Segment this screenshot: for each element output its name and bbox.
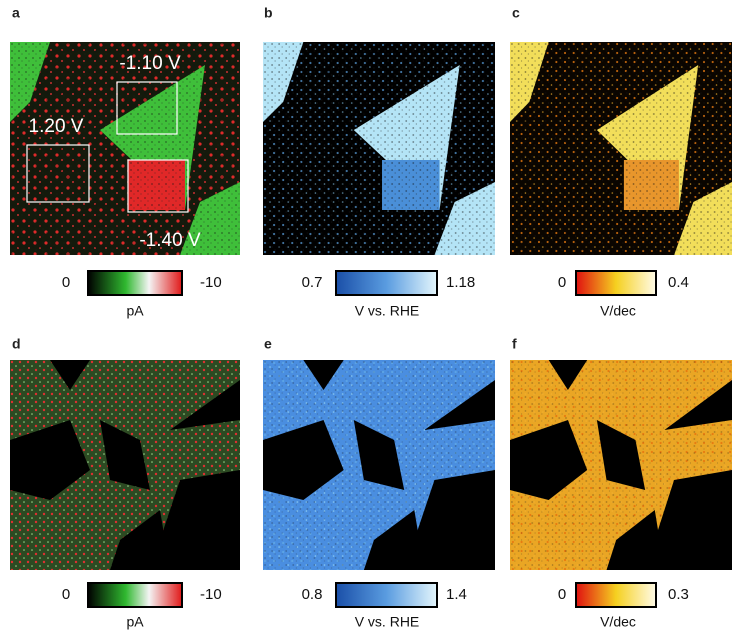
panel-label: e (264, 336, 272, 352)
panel-label: f (512, 336, 517, 352)
colorbar (576, 271, 656, 295)
colorbar-max: 1.18 (446, 274, 475, 291)
colorbar (336, 583, 437, 607)
colorbar-unit: V/dec (600, 614, 636, 630)
annotation: -1.10 V (119, 53, 181, 74)
colorbar-unit: pA (126, 303, 144, 319)
panel-label: a (12, 5, 20, 21)
panel-label: d (12, 336, 21, 352)
colorbar-unit: V/dec (600, 303, 636, 319)
colorbar-min: 0.8 (302, 586, 323, 603)
panel-label: c (512, 5, 520, 21)
colorbar-max: -10 (200, 274, 222, 291)
colorbar (336, 271, 437, 295)
panel-label: b (264, 5, 273, 21)
colorbar-max: 0.3 (668, 586, 689, 603)
colorbar-min: 0.7 (302, 274, 323, 291)
colorbar-min: 0 (558, 586, 566, 603)
colorbar (88, 583, 182, 607)
figure: a -1.10 V 1.20 V -1.40 V b c d e f 0 -10… (0, 0, 735, 632)
map-image (263, 42, 495, 255)
colorbar-min: 0 (62, 586, 70, 603)
colorbar-unit: pA (126, 614, 144, 630)
colorbar-unit: V vs. RHE (355, 303, 420, 319)
annotation: -1.40 V (139, 230, 201, 251)
colorbar (88, 271, 182, 295)
map-image (10, 360, 240, 570)
colorbar-max: 0.4 (668, 274, 689, 291)
map-image (510, 360, 732, 570)
colorbar-max: -10 (200, 586, 222, 603)
colorbar-min: 0 (62, 274, 70, 291)
map-image (510, 42, 732, 255)
colorbar-max: 1.4 (446, 586, 467, 603)
colorbar-min: 0 (558, 274, 566, 291)
map-image (263, 360, 495, 570)
annotation: 1.20 V (29, 116, 84, 137)
colorbar-unit: V vs. RHE (355, 614, 420, 630)
colorbar (576, 583, 656, 607)
